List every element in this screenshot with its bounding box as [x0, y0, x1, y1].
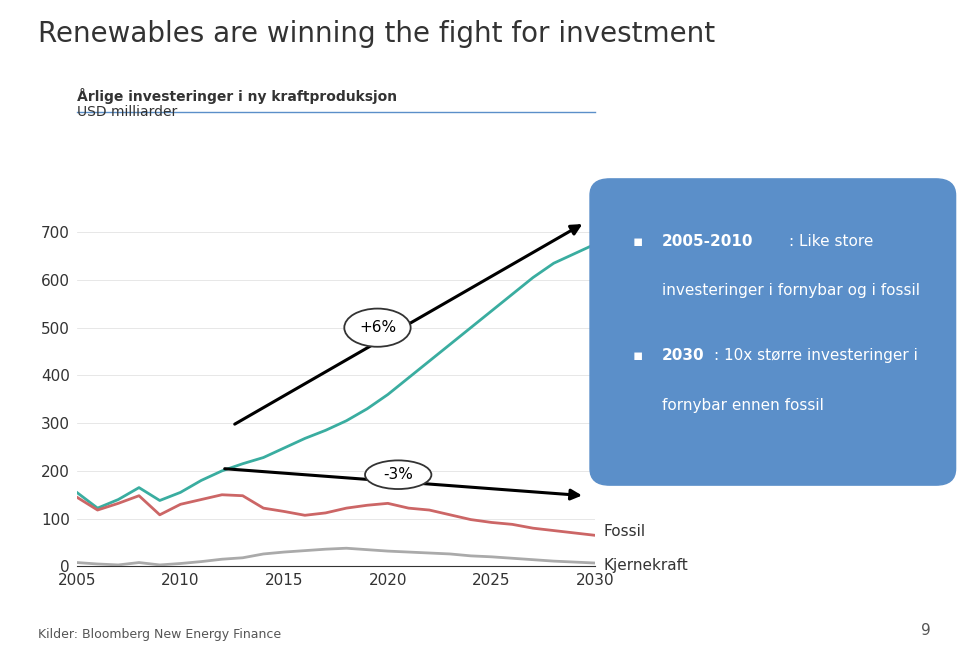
Text: fornybar ennen fossil: fornybar ennen fossil: [661, 398, 824, 413]
FancyBboxPatch shape: [590, 179, 955, 485]
Ellipse shape: [345, 309, 411, 347]
Text: ▪: ▪: [633, 234, 643, 249]
Text: Fossil: Fossil: [604, 524, 646, 539]
Ellipse shape: [365, 460, 431, 489]
Text: 2005-2010: 2005-2010: [661, 234, 754, 249]
Text: : 10x større investeringer i: : 10x større investeringer i: [714, 348, 918, 363]
Text: -3%: -3%: [383, 467, 413, 482]
Text: Kjernekraft: Kjernekraft: [604, 559, 688, 574]
Text: Renewables are winning the fight for investment: Renewables are winning the fight for inv…: [38, 20, 715, 48]
Text: 2030: 2030: [661, 348, 705, 363]
Text: Kilder: Bloomberg New Energy Finance: Kilder: Bloomberg New Energy Finance: [38, 628, 281, 641]
Text: Fornybar: Fornybar: [604, 236, 671, 252]
Text: investeringer i fornybar og i fossil: investeringer i fornybar og i fossil: [661, 283, 920, 298]
Text: : Like store: : Like store: [789, 234, 874, 249]
Text: USD milliarder: USD milliarder: [77, 105, 177, 120]
Text: 9: 9: [922, 623, 931, 638]
Text: +6%: +6%: [359, 320, 396, 335]
Text: ▪: ▪: [633, 348, 643, 363]
Text: Årlige investeringer i ny kraftproduksjon: Årlige investeringer i ny kraftproduksjo…: [77, 88, 396, 104]
